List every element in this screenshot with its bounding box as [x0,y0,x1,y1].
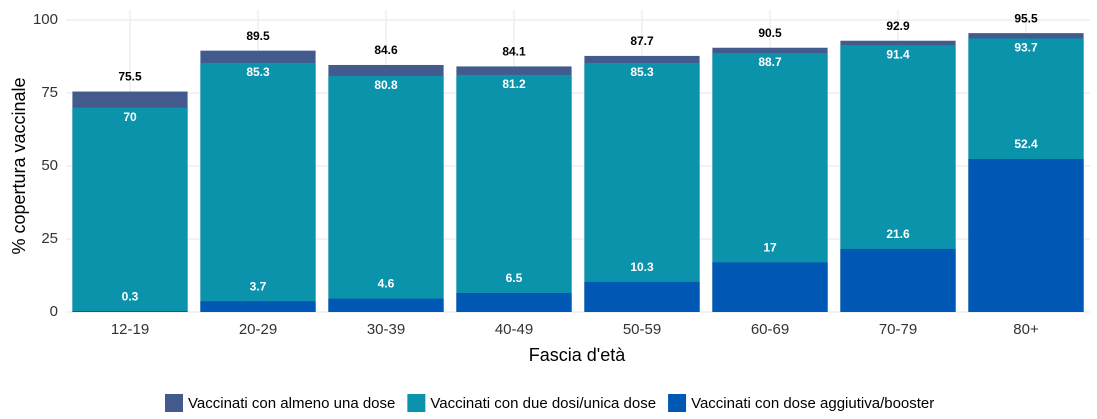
bar [840,248,956,312]
legend-label: Vaccinati con almeno una dose [188,395,395,412]
legend-swatch [668,394,687,412]
y-tick-label: 25 [41,230,58,247]
data-label: 21.6 [886,227,910,241]
y-tick-label: 50 [41,157,58,174]
bar [968,158,1084,312]
data-label: 80.8 [374,78,398,92]
data-label: 85.3 [246,65,270,79]
data-label: 85.3 [630,65,654,79]
data-label: 91.4 [886,47,910,61]
bar [200,62,316,313]
data-label: 95.5 [1014,11,1038,25]
x-tick-label: 60-69 [751,321,789,338]
bar [328,298,444,312]
data-label: 52.4 [1014,137,1038,151]
legend-swatch [407,394,426,412]
bar [72,107,188,312]
data-label: 90.5 [758,26,782,40]
x-tick-label: 12-19 [111,321,149,338]
bar [584,281,700,312]
data-label: 10.3 [630,260,654,274]
data-label: 89.5 [246,29,270,43]
bar [72,311,188,312]
x-tick-label: 30-39 [367,321,405,338]
data-label: 84.6 [374,43,398,57]
bar [712,262,828,312]
data-label: 0.3 [122,289,139,303]
bar [456,293,572,312]
data-label: 75.5 [118,70,142,84]
data-label: 93.7 [1014,41,1038,55]
legend: Vaccinati con almeno una dose Vaccinati c… [165,394,934,412]
y-tick-label: 100 [33,11,58,28]
data-label: 4.6 [378,277,395,291]
data-label: 81.2 [502,77,526,91]
bar [456,74,572,312]
x-tick-label: 70-79 [879,321,917,338]
data-label: 84.1 [502,45,526,59]
x-tick-label: 20-29 [239,321,277,338]
data-label: 92.9 [886,19,910,33]
x-axis-title: Fascia d'età [529,345,626,365]
y-axis-title: % copertura vaccinale [9,77,29,254]
y-tick-label: 0 [50,303,58,320]
data-label: 17 [763,241,777,255]
data-label: 88.7 [758,55,782,69]
x-tick-label: 80+ [1013,321,1039,338]
bar [328,76,444,313]
x-tick-label: 50-59 [623,321,661,338]
data-label: 3.7 [250,279,267,293]
data-label: 87.7 [630,34,654,48]
legend-label: Vaccinati con due dosi/unica dose [430,395,656,412]
data-label: 6.5 [506,271,523,285]
legend-label: Vaccinati con dose aggiutiva/booster [691,395,934,412]
x-tick-label: 40-49 [495,321,533,338]
y-tick-label: 75 [41,84,58,101]
legend-swatch [165,394,183,412]
bar [584,62,700,313]
bar [200,301,316,312]
data-label: 70 [123,110,137,124]
